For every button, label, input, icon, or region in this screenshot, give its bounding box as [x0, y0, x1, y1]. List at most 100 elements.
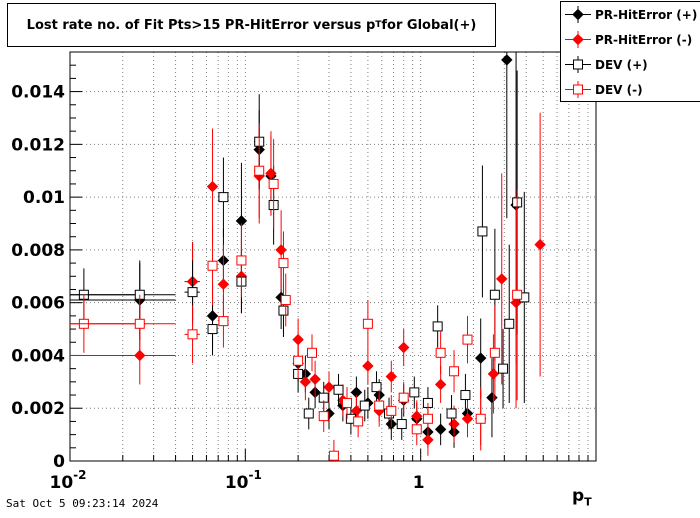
data-point: [353, 416, 364, 427]
legend-marker-svg: [565, 6, 591, 23]
data-point: [303, 408, 314, 419]
chart-title: Lost rate no. of Fit Pts>15 PR-HitError …: [7, 3, 496, 47]
data-point: [489, 347, 500, 358]
legend-marker: [573, 84, 583, 95]
data-point: [512, 289, 523, 300]
legend-marker-svg: [565, 81, 591, 98]
data-point: [134, 349, 146, 362]
data-point: [350, 405, 363, 417]
data-point: [461, 413, 474, 425]
data-point: [278, 258, 289, 269]
data-point: [475, 413, 486, 424]
data-point: [411, 424, 422, 435]
data-point: [477, 226, 488, 237]
frame-layer: [69, 51, 597, 462]
data-point: [333, 384, 344, 395]
timestamp: Sat Oct 5 09:23:14 2024: [6, 497, 159, 510]
data-point: [268, 178, 279, 189]
data-point: [398, 392, 409, 403]
data-point: [254, 165, 265, 176]
legend-marker-filled-diamond-black: [561, 2, 595, 27]
data-point: [328, 450, 339, 461]
data-point: [486, 391, 498, 404]
series-2: [70, 70, 530, 440]
x-tick-label: 10-1: [225, 468, 262, 493]
data-point: [217, 278, 230, 290]
data-point: [448, 418, 460, 430]
y-tick-label: 0.008: [11, 241, 65, 261]
data-point: [207, 260, 218, 271]
data-point: [432, 321, 443, 332]
data-point: [498, 363, 509, 374]
data-point: [504, 318, 515, 329]
data-point: [474, 352, 487, 364]
legend-label: DEV (+): [595, 57, 648, 72]
y-tick-label: 0: [53, 452, 65, 472]
data-point: [397, 341, 410, 354]
data-point: [385, 370, 398, 383]
data-point: [218, 316, 229, 327]
legend-marker-svg: [565, 56, 591, 73]
legend-label: PR-HitError (+): [595, 7, 698, 22]
data-point: [435, 347, 446, 358]
legend-entry-dev-minus: DEV (-): [561, 77, 700, 102]
data-point: [534, 238, 546, 251]
data-point: [422, 434, 434, 446]
data-point: [359, 400, 370, 411]
legend: PR-HitError (+) PR-HitError (-) DEV (+) …: [560, 1, 700, 102]
data-point: [309, 373, 321, 385]
legend-marker-open-square-red: [561, 77, 595, 102]
x-tick-label-exponent: -2: [73, 468, 86, 482]
legend-marker-filled-diamond-red: [561, 27, 595, 52]
data-point: [446, 408, 457, 419]
plot-frame: [69, 51, 597, 462]
y-tick-label: 0.004: [11, 346, 65, 366]
data-point: [487, 368, 500, 380]
legend-entry-dev-plus: DEV (+): [561, 52, 700, 77]
y-tick-label: 0.006: [11, 294, 65, 314]
data-point: [386, 405, 397, 416]
data-point: [218, 192, 229, 203]
chart-title-prefix: Lost rate no. of Fit Pts>15 PR-HitError …: [26, 17, 376, 33]
data-point: [422, 413, 433, 424]
legend-marker: [572, 33, 584, 46]
data-point: [318, 411, 329, 422]
y-tick-label: 0.002: [11, 399, 65, 419]
legend-label: DEV (-): [595, 82, 643, 97]
chart-title-sub: T: [375, 20, 382, 30]
data-point: [293, 355, 304, 366]
y-tick-label: 0.01: [23, 188, 65, 208]
legend-marker: [573, 59, 583, 70]
data-point: [278, 305, 289, 316]
data-point: [496, 273, 508, 285]
data-point: [306, 347, 317, 358]
data-point: [207, 324, 218, 335]
data-point: [409, 387, 420, 398]
data-point: [341, 397, 352, 408]
data-point: [396, 419, 407, 430]
y-tick-label: 0.014: [11, 83, 65, 103]
data-point: [362, 318, 373, 329]
data-point: [206, 180, 219, 193]
data-point: [236, 255, 247, 266]
y-tick-label: 0.012: [11, 135, 65, 155]
x-axis-title-sub: T: [584, 495, 592, 509]
chart-title-suffix: for Global(+): [381, 17, 477, 33]
legend-marker-svg: [565, 31, 591, 48]
legend-marker: [572, 8, 584, 21]
x-tick-label-exponent: -1: [248, 468, 261, 482]
x-tick-label: 1: [413, 473, 425, 493]
data-point: [374, 400, 385, 411]
x-axis-title: pT: [572, 486, 592, 508]
data-point: [323, 381, 335, 393]
x-axis-title-main: p: [572, 486, 585, 506]
data-point: [299, 376, 312, 388]
data-point: [434, 378, 447, 391]
data-point: [449, 366, 460, 377]
data-point: [187, 329, 198, 340]
data-point: [362, 360, 374, 372]
data-point: [134, 318, 145, 329]
data-point: [280, 295, 291, 306]
